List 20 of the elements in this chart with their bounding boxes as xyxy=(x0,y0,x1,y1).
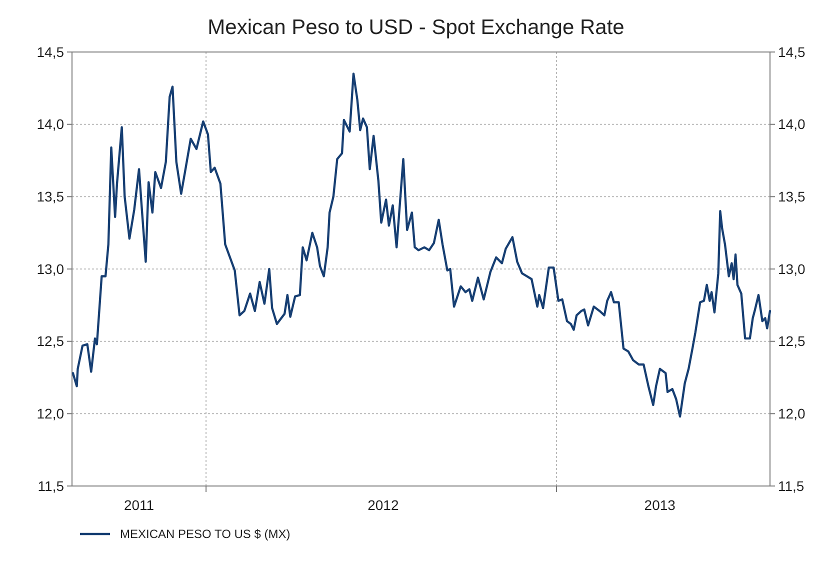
x-tick-label: 2011 xyxy=(124,497,154,513)
y-tick-label: 12,5 xyxy=(36,333,64,350)
y2-tick-label: 14,0 xyxy=(778,116,806,132)
line-series xyxy=(72,72,772,418)
x-tick-label: 2012 xyxy=(368,497,399,513)
y-tick-label: 12,0 xyxy=(36,406,64,422)
legend-label: MEXICAN PESO TO US $ (MX) xyxy=(120,527,290,542)
y2-tick-label: 12,5 xyxy=(778,333,806,350)
y-tick-label: 13,0 xyxy=(36,260,64,277)
y2-tick-label: 13,0 xyxy=(778,260,806,277)
y-tick-label: 11,5 xyxy=(38,478,64,494)
y-tick-label: 14,5 xyxy=(36,44,64,60)
x-tick-label: 2013 xyxy=(644,497,676,513)
y2-tick-label: 11,5 xyxy=(778,478,804,494)
y-tick-label: 14,0 xyxy=(36,116,64,132)
y2-tick-label: 14,5 xyxy=(778,44,806,60)
y-tick-label: 13,5 xyxy=(36,188,64,205)
y2-tick-label: 13,5 xyxy=(778,188,806,205)
chart-title: Mexican Peso to USD - Spot Exchange Rate xyxy=(208,16,624,39)
y2-tick-label: 12,0 xyxy=(778,406,806,422)
